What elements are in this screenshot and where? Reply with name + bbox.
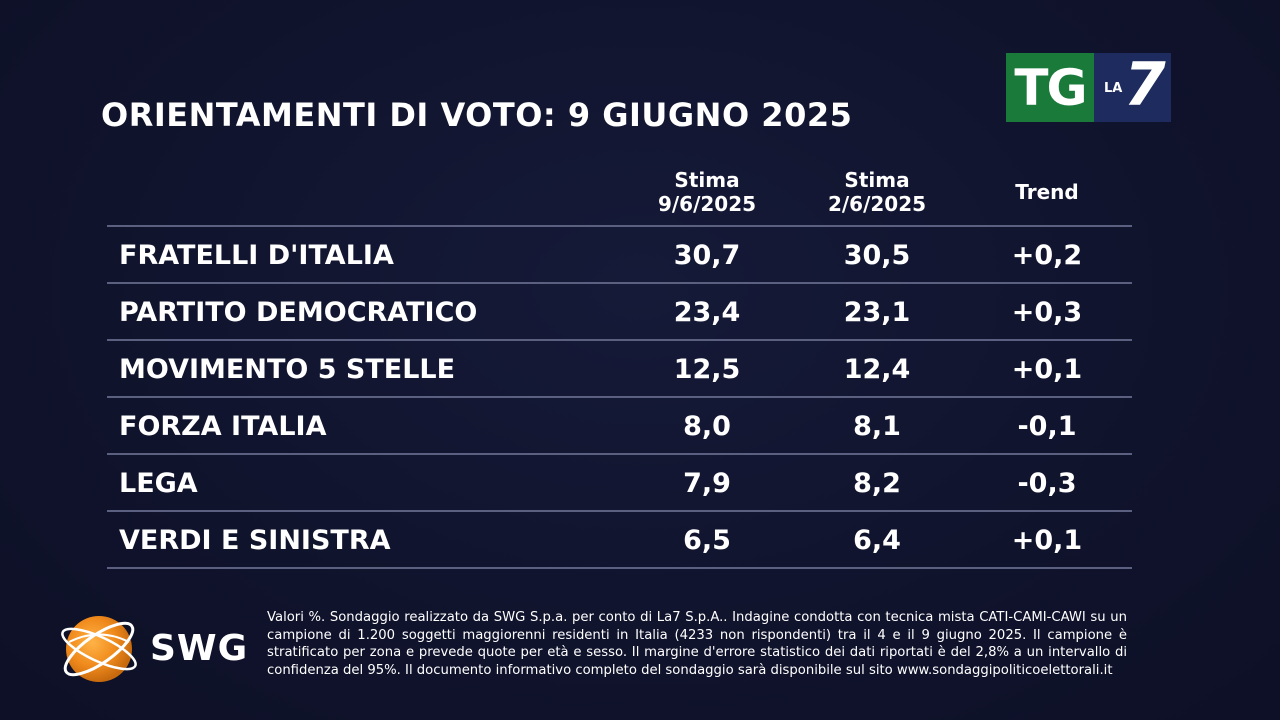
party-name: FRATELLI D'ITALIA xyxy=(119,240,394,271)
table-row: MOVIMENTO 5 STELLE 12,5 12,4 +0,1 xyxy=(107,339,1132,396)
party-name: VERDI E SINISTRA xyxy=(119,525,391,556)
party-name: FORZA ITALIA xyxy=(119,411,327,442)
column-header-current-line1: Stima xyxy=(674,168,740,192)
value-trend: -0,1 xyxy=(1017,411,1077,442)
seven-logo-text: 7 xyxy=(1124,50,1166,120)
column-header-previous-line2: 2/6/2025 xyxy=(827,192,927,216)
swg-globe-icon xyxy=(61,616,137,682)
value-previous: 30,5 xyxy=(843,240,911,271)
methodology-footnote: Valori %. Sondaggio realizzato da SWG S.… xyxy=(267,610,1127,678)
party-name: LEGA xyxy=(119,468,198,499)
table-row: LEGA 7,9 8,2 -0,3 xyxy=(107,453,1132,510)
tg-logo-box: TG xyxy=(1006,53,1094,122)
value-trend: -0,3 xyxy=(1017,468,1077,499)
table-row: FRATELLI D'ITALIA 30,7 30,5 +0,2 xyxy=(107,227,1132,282)
value-current: 6,5 xyxy=(683,525,731,556)
value-trend: +0,2 xyxy=(1011,240,1083,271)
column-header-previous: Stima 2/6/2025 xyxy=(797,168,957,216)
party-name: MOVIMENTO 5 STELLE xyxy=(119,354,456,385)
value-trend: +0,1 xyxy=(1011,525,1083,556)
tg-la7-logo: TG LA 7 xyxy=(1006,53,1171,122)
value-current: 30,7 xyxy=(673,240,741,271)
table-row: PARTITO DEMOCRATICO 23,4 23,1 +0,3 xyxy=(107,282,1132,339)
column-header-trend: Trend xyxy=(967,180,1127,204)
table-header: Stima 9/6/2025 Stima 2/6/2025 Trend xyxy=(107,165,1132,225)
tg-logo-text: TG xyxy=(1014,58,1087,117)
value-current: 7,9 xyxy=(683,468,731,499)
value-trend: +0,1 xyxy=(1011,354,1083,385)
la7-logo-box: LA 7 xyxy=(1094,53,1171,122)
poll-table: Stima 9/6/2025 Stima 2/6/2025 Trend FRAT… xyxy=(107,165,1132,569)
table-row: FORZA ITALIA 8,0 8,1 -0,1 xyxy=(107,396,1132,453)
table-body: FRATELLI D'ITALIA 30,7 30,5 +0,2 PARTITO DEM… xyxy=(107,225,1132,569)
column-header-current-line2: 9/6/2025 xyxy=(657,192,757,216)
page-title: ORIENTAMENTI DI VOTO: 9 GIUGNO 2025 xyxy=(101,96,853,134)
value-current: 12,5 xyxy=(673,354,741,385)
swg-logo: SWG xyxy=(55,612,255,687)
party-name: PARTITO DEMOCRATICO xyxy=(119,297,478,328)
column-header-previous-line1: Stima xyxy=(844,168,910,192)
value-trend: +0,3 xyxy=(1011,297,1083,328)
value-current: 8,0 xyxy=(683,411,731,442)
value-current: 23,4 xyxy=(673,297,741,328)
value-previous: 6,4 xyxy=(853,525,901,556)
value-previous: 8,2 xyxy=(853,468,901,499)
swg-logo-text: SWG xyxy=(150,628,249,669)
value-previous: 23,1 xyxy=(843,297,911,328)
la-logo-text: LA xyxy=(1104,81,1123,96)
column-header-trend-label: Trend xyxy=(1015,180,1079,204)
column-header-current: Stima 9/6/2025 xyxy=(627,168,787,216)
value-previous: 12,4 xyxy=(843,354,911,385)
value-previous: 8,1 xyxy=(853,411,901,442)
table-row: VERDI E SINISTRA 6,5 6,4 +0,1 xyxy=(107,510,1132,569)
